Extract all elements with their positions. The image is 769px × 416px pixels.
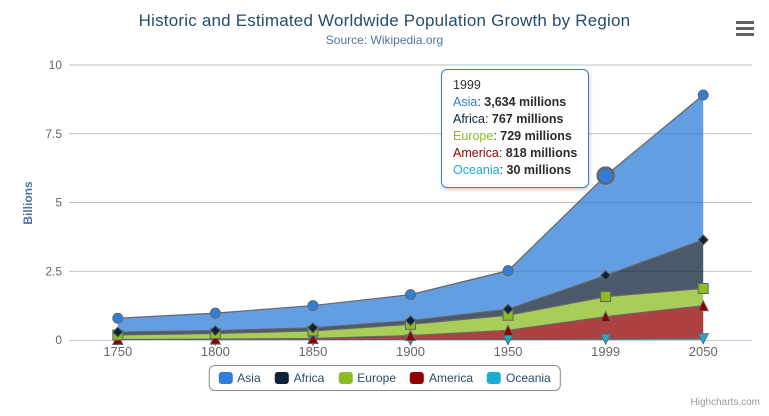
legend-item-europe[interactable]: Europe bbox=[338, 371, 396, 385]
point-asia-1900[interactable] bbox=[405, 289, 416, 301]
point-america-1900[interactable] bbox=[404, 329, 417, 342]
hamburger-icon bbox=[736, 20, 754, 24]
context-menu-button[interactable] bbox=[733, 17, 757, 39]
point-asia-2050[interactable] bbox=[697, 89, 709, 101]
y-axis-label: 2.5 bbox=[45, 264, 62, 278]
y-axis-label: 7.5 bbox=[45, 127, 62, 141]
tooltip-series-value: 30 millions bbox=[506, 163, 572, 177]
tooltip-series-value: 729 millions bbox=[500, 129, 572, 143]
point-asia-1800[interactable] bbox=[209, 307, 221, 319]
legend-label: Asia bbox=[237, 371, 261, 385]
tooltip-series-name: Africa bbox=[453, 112, 485, 126]
legend-item-africa[interactable]: Africa bbox=[274, 371, 325, 385]
point-asia-1850[interactable] bbox=[307, 300, 319, 312]
y-axis-label: 0 bbox=[55, 333, 62, 347]
legend-symbol-europe bbox=[338, 372, 353, 384]
x-axis-label: 1900 bbox=[396, 344, 425, 359]
y-axis-label: 10 bbox=[49, 58, 63, 72]
x-axis-label: 2050 bbox=[689, 344, 718, 359]
legend-item-asia[interactable]: Asia bbox=[218, 371, 261, 385]
tooltip-row-asia: Asia: 3,634 millions bbox=[453, 95, 567, 109]
point-oceania-1999[interactable] bbox=[599, 333, 612, 346]
point-africa-1950[interactable] bbox=[502, 303, 514, 315]
x-axis-label: 1800 bbox=[201, 344, 230, 359]
tooltip-series-value: 3,634 millions bbox=[484, 95, 567, 109]
tooltip-series-value: 818 millions bbox=[505, 146, 578, 160]
point-america-2050[interactable] bbox=[697, 299, 710, 312]
x-axis-label: 1750 bbox=[103, 344, 132, 359]
legend-label: Europe bbox=[357, 371, 397, 385]
legend: Asia Africa Europe America Oceania bbox=[208, 365, 561, 391]
point-africa-2050[interactable] bbox=[697, 234, 709, 246]
tooltip-series-name: America bbox=[453, 146, 499, 160]
legend-label: Oceania bbox=[506, 371, 551, 385]
tooltip-header: 1999 bbox=[453, 78, 481, 92]
hovered-point-asia-1999[interactable] bbox=[596, 166, 615, 185]
chart-tooltip: 1999 Asia: 3,634 millions Africa: 767 mil… bbox=[441, 69, 590, 188]
point-europe-1999[interactable] bbox=[600, 291, 612, 303]
point-africa-1750[interactable] bbox=[112, 326, 124, 338]
series-area-africa bbox=[117, 239, 704, 335]
y-axis-label: 5 bbox=[55, 196, 62, 210]
series-area-asia bbox=[117, 95, 704, 333]
legend-label: America bbox=[429, 371, 474, 385]
legend-symbol-america bbox=[410, 372, 425, 384]
point-america-1999[interactable] bbox=[599, 310, 612, 323]
point-asia-1950[interactable] bbox=[502, 265, 514, 277]
tooltip-series-value: 767 millions bbox=[491, 112, 564, 126]
credits-link[interactable]: Highcharts.com bbox=[690, 397, 760, 408]
point-africa-1999[interactable] bbox=[599, 269, 612, 282]
tooltip-row-africa: Africa: 767 millions bbox=[453, 112, 564, 126]
legend-symbol-asia bbox=[218, 372, 233, 384]
tooltip-series-name: Asia bbox=[453, 95, 478, 109]
legend-item-oceania[interactable]: Oceania bbox=[487, 371, 551, 385]
point-africa-1800[interactable] bbox=[209, 324, 222, 337]
series-area-america bbox=[117, 305, 704, 340]
hamburger-icon bbox=[736, 26, 754, 30]
point-america-1950[interactable] bbox=[502, 324, 514, 336]
point-asia-1750[interactable] bbox=[112, 312, 124, 324]
tooltip-series-name: Oceania bbox=[453, 163, 500, 177]
point-america-1850[interactable] bbox=[307, 332, 319, 344]
point-europe-2050[interactable] bbox=[697, 282, 709, 294]
legend-item-america[interactable]: America bbox=[410, 371, 473, 385]
tooltip-row-europe: Europe: 729 millions bbox=[453, 129, 572, 143]
point-oceania-2050[interactable] bbox=[697, 333, 710, 345]
x-axis-label: 1850 bbox=[298, 344, 327, 359]
legend-symbol-africa bbox=[274, 372, 289, 384]
tooltip-row-america: America: 818 millions bbox=[453, 146, 578, 160]
chart-subtitle: Source: Wikipedia.org bbox=[325, 33, 444, 47]
hamburger-icon bbox=[736, 32, 754, 36]
point-africa-1900[interactable] bbox=[404, 314, 417, 327]
x-axis-label: 1950 bbox=[494, 344, 523, 359]
y-axis-title: Billions bbox=[21, 181, 35, 225]
tooltip-rows: Asia: 3,634 millions Africa: 767 millions… bbox=[453, 94, 577, 179]
tooltip-series-name: Europe bbox=[453, 129, 494, 143]
x-axis-label: 1999 bbox=[591, 344, 620, 359]
chart-title: Historic and Estimated Worldwide Populat… bbox=[138, 11, 631, 30]
legend-symbol-oceania bbox=[487, 372, 502, 384]
point-america-1800[interactable] bbox=[209, 332, 222, 345]
point-africa-1850[interactable] bbox=[307, 322, 319, 334]
legend-label: Africa bbox=[293, 371, 325, 385]
tooltip-row-oceania: Oceania: 30 millions bbox=[453, 163, 572, 177]
